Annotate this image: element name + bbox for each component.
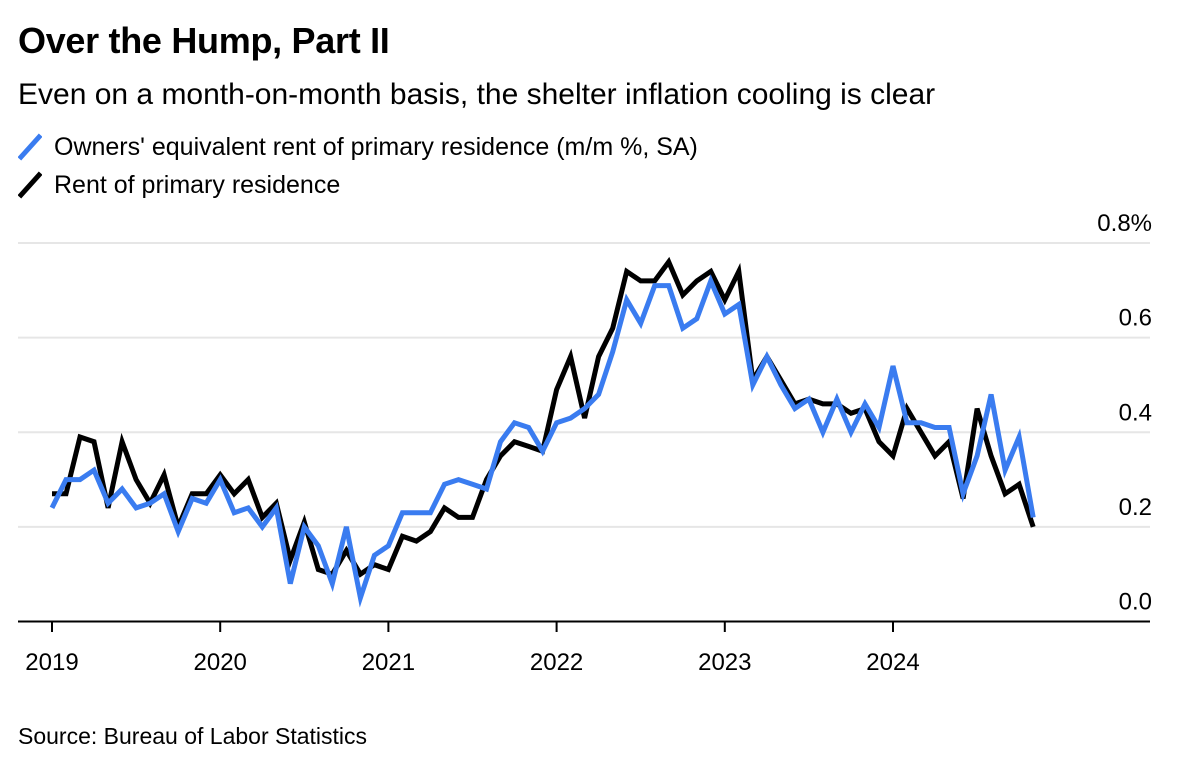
legend-swatch-oer [18,133,42,161]
legend-item-rent: Rent of primary residence [18,166,698,204]
source-note: Source: Bureau of Labor Statistics [18,723,368,749]
x-tick-label: 2020 [194,649,247,676]
legend-item-oer: Owners' equivalent rent of primary resid… [18,128,698,166]
y-tick-label: 0.8% [1097,210,1152,237]
x-tick-label: 2022 [530,649,583,676]
chart-subtitle: Even on a month-on-month basis, the shel… [18,78,936,111]
x-tick-label: 2019 [25,649,78,676]
x-tick-label: 2023 [698,649,751,676]
chart-title: Over the Hump, Part II [18,20,390,61]
x-tick-label: 2021 [362,649,415,676]
legend-label-rent: Rent of primary residence [54,170,341,199]
x-tick-label: 2024 [866,649,919,676]
series-line-oer [49,274,1036,608]
y-tick-label: 0.2 [1119,494,1152,521]
y-tick-label: 0.6 [1119,305,1152,332]
legend-swatch-rent [18,171,42,199]
y-tick-label: 0.0 [1119,589,1152,616]
legend: Owners' equivalent rent of primary resid… [18,128,698,204]
y-tick-label: 0.4 [1119,399,1152,426]
legend-label-oer: Owners' equivalent rent of primary resid… [54,132,698,161]
